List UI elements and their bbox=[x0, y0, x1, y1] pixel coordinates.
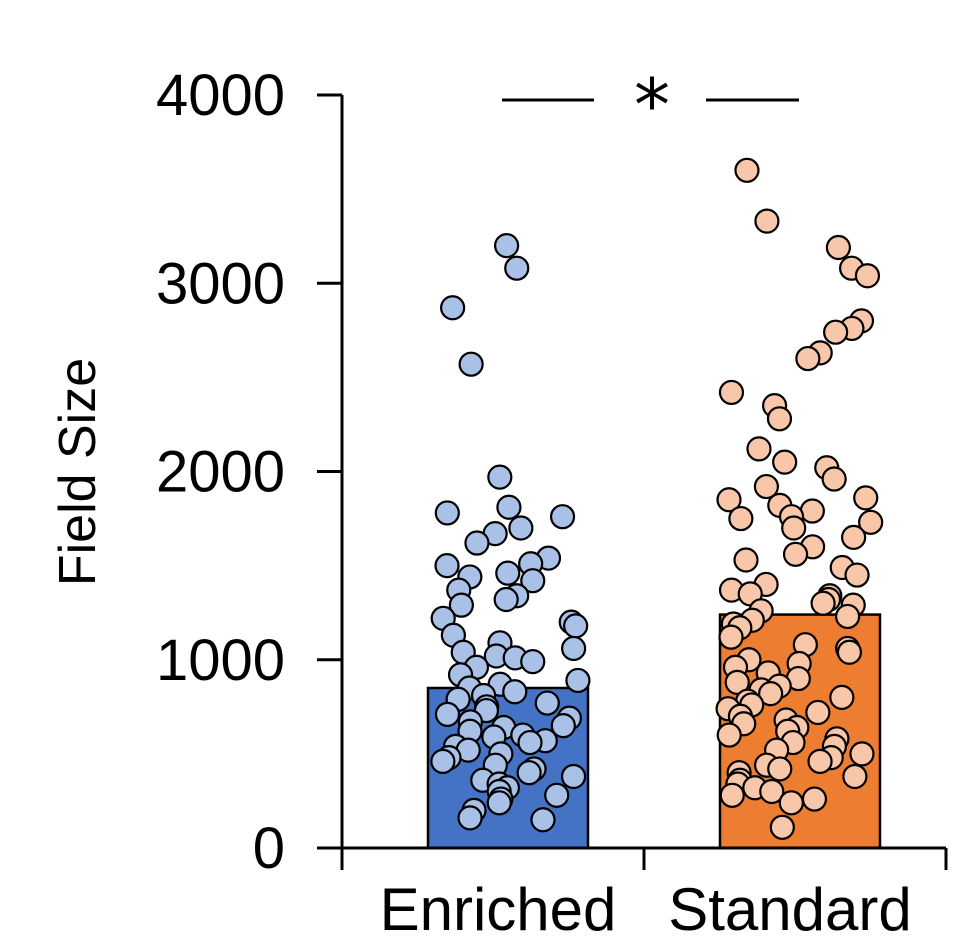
data-point-standard-84 bbox=[801, 786, 828, 812]
data-point-enriched-1 bbox=[504, 255, 530, 281]
category-label-standard: Standard bbox=[668, 876, 912, 943]
data-point-standard-9 bbox=[795, 345, 821, 372]
data-point-enriched-20 bbox=[448, 592, 474, 618]
data-point-standard-4 bbox=[854, 263, 881, 289]
data-point-standard-14 bbox=[772, 449, 798, 475]
category-labels: Enriched Standard bbox=[380, 876, 912, 943]
data-point-enriched-42 bbox=[434, 701, 461, 727]
data-point-enriched-51 bbox=[517, 729, 543, 756]
data-point-standard-0 bbox=[734, 157, 760, 183]
data-point-standard-26 bbox=[841, 524, 867, 550]
data-point-standard-57 bbox=[829, 684, 855, 711]
data-point-standard-76 bbox=[767, 756, 793, 782]
data-point-standard-17 bbox=[753, 473, 780, 500]
y-tick-label-4000: 4000 bbox=[156, 63, 285, 128]
data-point-enriched-8 bbox=[508, 515, 534, 541]
data-point-enriched-2 bbox=[440, 295, 466, 321]
data-point-enriched-26 bbox=[561, 635, 587, 662]
data-point-enriched-69 bbox=[457, 805, 483, 831]
data-point-standard-2 bbox=[825, 234, 851, 261]
data-point-enriched-39 bbox=[534, 690, 560, 716]
data-point-standard-72 bbox=[849, 741, 875, 767]
data-point-standard-23 bbox=[728, 505, 754, 532]
y-tick-label-1000: 1000 bbox=[156, 628, 285, 693]
data-point-enriched-7 bbox=[549, 504, 576, 530]
data-point-standard-24 bbox=[858, 509, 884, 535]
data-point-enriched-60 bbox=[560, 763, 587, 790]
data-point-enriched-4 bbox=[487, 464, 513, 490]
data-point-standard-31 bbox=[844, 562, 870, 588]
significance-star: * bbox=[634, 63, 670, 147]
data-point-enriched-67 bbox=[486, 790, 512, 816]
data-point-enriched-30 bbox=[520, 649, 546, 675]
data-point-standard-29 bbox=[733, 547, 759, 573]
y-tick-label-0: 0 bbox=[253, 816, 285, 881]
data-point-enriched-33 bbox=[565, 667, 591, 694]
data-point-standard-82 bbox=[759, 778, 785, 805]
category-label-enriched: Enriched bbox=[380, 876, 617, 943]
data-point-standard-85 bbox=[778, 790, 804, 816]
data-point-standard-83 bbox=[719, 782, 745, 808]
data-point-enriched-0 bbox=[494, 233, 520, 259]
data-point-standard-13 bbox=[746, 436, 772, 462]
data-point-standard-56 bbox=[758, 681, 784, 707]
data-point-standard-47 bbox=[836, 639, 863, 665]
data-point-enriched-59 bbox=[516, 760, 542, 786]
data-point-standard-44 bbox=[718, 624, 744, 650]
data-point-standard-78 bbox=[842, 763, 868, 790]
data-point-enriched-6 bbox=[434, 500, 460, 526]
data-point-enriched-13 bbox=[434, 553, 460, 579]
data-point-enriched-45 bbox=[550, 713, 576, 739]
data-point-enriched-65 bbox=[544, 782, 570, 808]
data-point-standard-67 bbox=[716, 722, 742, 748]
data-point-standard-18 bbox=[853, 485, 879, 511]
data-point-enriched-56 bbox=[430, 748, 456, 775]
data-point-enriched-19 bbox=[493, 586, 519, 613]
significance-annotation: * bbox=[502, 63, 799, 147]
data-point-standard-1 bbox=[754, 208, 780, 234]
data-point-enriched-36 bbox=[502, 679, 528, 705]
data-point-enriched-23 bbox=[563, 613, 589, 639]
data-point-standard-61 bbox=[805, 699, 831, 726]
data-point-enriched-5 bbox=[496, 494, 522, 520]
data-point-standard-40 bbox=[834, 603, 861, 630]
data-point-standard-74 bbox=[807, 748, 833, 775]
data-point-standard-16 bbox=[821, 466, 847, 492]
data-point-standard-21 bbox=[799, 498, 825, 524]
data-point-standard-10 bbox=[718, 379, 745, 406]
data-point-standard-86 bbox=[769, 814, 795, 840]
data-point-enriched-3 bbox=[458, 351, 484, 377]
data-point-enriched-16 bbox=[520, 568, 546, 594]
y-tick-label-2000: 2000 bbox=[156, 440, 285, 505]
ticks-layer: 0 1000 2000 3000 4000 bbox=[156, 63, 948, 881]
data-point-enriched-10 bbox=[464, 530, 490, 556]
y-tick-label-3000: 3000 bbox=[156, 251, 285, 316]
data-point-enriched-14 bbox=[495, 560, 521, 586]
data-point-enriched-70 bbox=[530, 807, 556, 833]
data-point-standard-28 bbox=[782, 541, 809, 567]
data-point-standard-37 bbox=[810, 590, 836, 616]
data-point-standard-25 bbox=[781, 515, 807, 541]
data-point-standard-12 bbox=[766, 406, 793, 432]
data-point-standard-7 bbox=[823, 319, 849, 345]
data-point-standard-19 bbox=[716, 487, 742, 513]
points-layer bbox=[430, 157, 884, 840]
y-axis-title: Field Size bbox=[49, 358, 107, 586]
data-point-standard-53 bbox=[724, 669, 750, 695]
